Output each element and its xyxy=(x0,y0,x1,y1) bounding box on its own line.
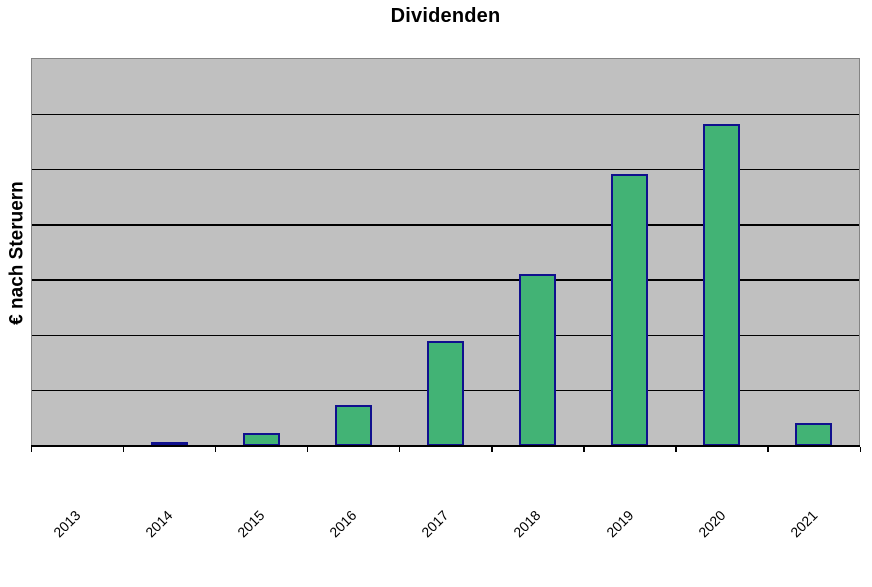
gridline xyxy=(32,113,859,115)
x-axis-label-2016: 2016 xyxy=(326,507,360,541)
bar-2019 xyxy=(611,174,649,446)
x-axis-tick xyxy=(675,447,677,452)
x-axis-label-2013: 2013 xyxy=(50,507,84,541)
x-axis-label-2019: 2019 xyxy=(602,507,637,541)
y-axis-title: € nach Steruern xyxy=(6,181,28,325)
x-axis-tick xyxy=(767,447,769,452)
x-axis-tick xyxy=(491,447,493,452)
x-axis-label-2020: 2020 xyxy=(694,507,729,541)
x-axis-tick xyxy=(306,447,309,452)
x-axis-label-2014: 2014 xyxy=(142,507,176,541)
gridline xyxy=(32,279,859,281)
x-axis-tick xyxy=(398,447,401,452)
x-axis-tick xyxy=(122,447,125,452)
x-axis-tick xyxy=(30,447,32,452)
x-axis-tick xyxy=(859,447,861,452)
x-axis-label-2021: 2021 xyxy=(786,507,821,541)
x-axis-label-2017: 2017 xyxy=(418,507,452,541)
x-axis-label-2018: 2018 xyxy=(510,507,544,541)
bar-2018 xyxy=(519,274,557,446)
bar-2020 xyxy=(703,124,741,446)
x-axis-tick xyxy=(583,447,585,452)
x-axis-label-2015: 2015 xyxy=(234,507,268,541)
bar-2016 xyxy=(334,405,372,446)
bar-2017 xyxy=(427,341,464,446)
gridline xyxy=(32,334,859,337)
gridline xyxy=(32,168,859,171)
chart-title: Dividenden xyxy=(390,5,501,27)
gridline xyxy=(32,224,859,226)
plot-area xyxy=(31,58,860,447)
x-axis-line xyxy=(31,445,860,447)
bar-2021 xyxy=(795,423,833,446)
x-axis-tick xyxy=(214,447,217,452)
